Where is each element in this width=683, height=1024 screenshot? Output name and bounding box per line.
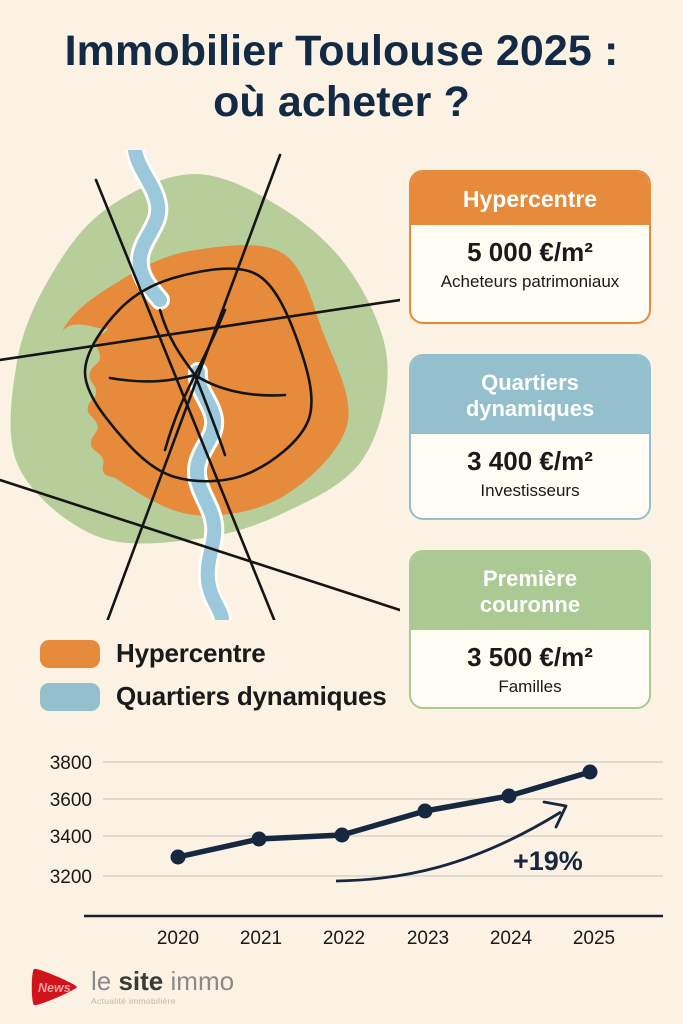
- svg-text:+19%: +19%: [513, 846, 583, 876]
- svg-text:2021: 2021: [240, 928, 282, 949]
- svg-text:2020: 2020: [157, 928, 199, 949]
- svg-text:2023: 2023: [407, 928, 449, 949]
- svg-text:3800: 3800: [50, 753, 92, 774]
- svg-text:2024: 2024: [490, 928, 533, 949]
- svg-text:3400: 3400: [50, 827, 92, 848]
- svg-text:3600: 3600: [50, 790, 92, 811]
- svg-text:News: News: [38, 981, 71, 995]
- svg-text:3200: 3200: [50, 867, 92, 888]
- svg-text:2025: 2025: [573, 928, 615, 949]
- svg-text:2022: 2022: [323, 928, 365, 949]
